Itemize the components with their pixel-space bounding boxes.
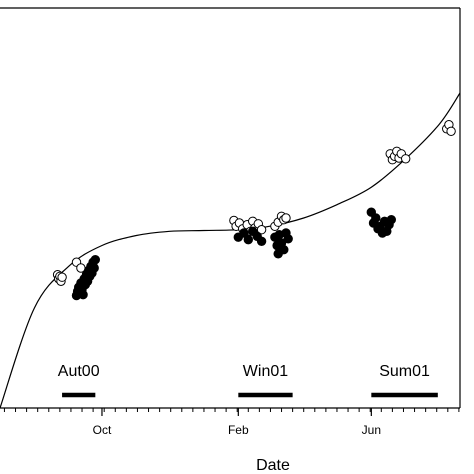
- filled-data-point: [239, 228, 249, 238]
- filled-data-point: [243, 235, 254, 245]
- open-data-point: [281, 213, 291, 223]
- season-bar-label: Sum01: [379, 363, 430, 380]
- fitted-curve: [0, 92, 461, 409]
- filled-data-point: [90, 255, 101, 265]
- x-tick-label: Oct: [93, 423, 112, 437]
- x-tick-label: Feb: [228, 423, 249, 437]
- filled-data-point: [78, 290, 88, 300]
- season-bar-label: Win01: [243, 363, 288, 380]
- filled-data-point: [89, 263, 99, 273]
- filled-data-point: [279, 245, 289, 255]
- open-data-point: [256, 225, 267, 235]
- open-data-point: [446, 126, 456, 137]
- season-bar-label: Aut00: [58, 363, 100, 380]
- x-axis-title: Date: [256, 457, 290, 474]
- filled-data-point: [371, 213, 381, 223]
- open-data-point: [401, 154, 411, 164]
- open-data-point: [57, 272, 67, 282]
- filled-data-point: [256, 236, 267, 247]
- x-tick-label: Jun: [362, 423, 381, 437]
- filled-data-point: [283, 234, 293, 244]
- filled-data-point: [386, 215, 396, 225]
